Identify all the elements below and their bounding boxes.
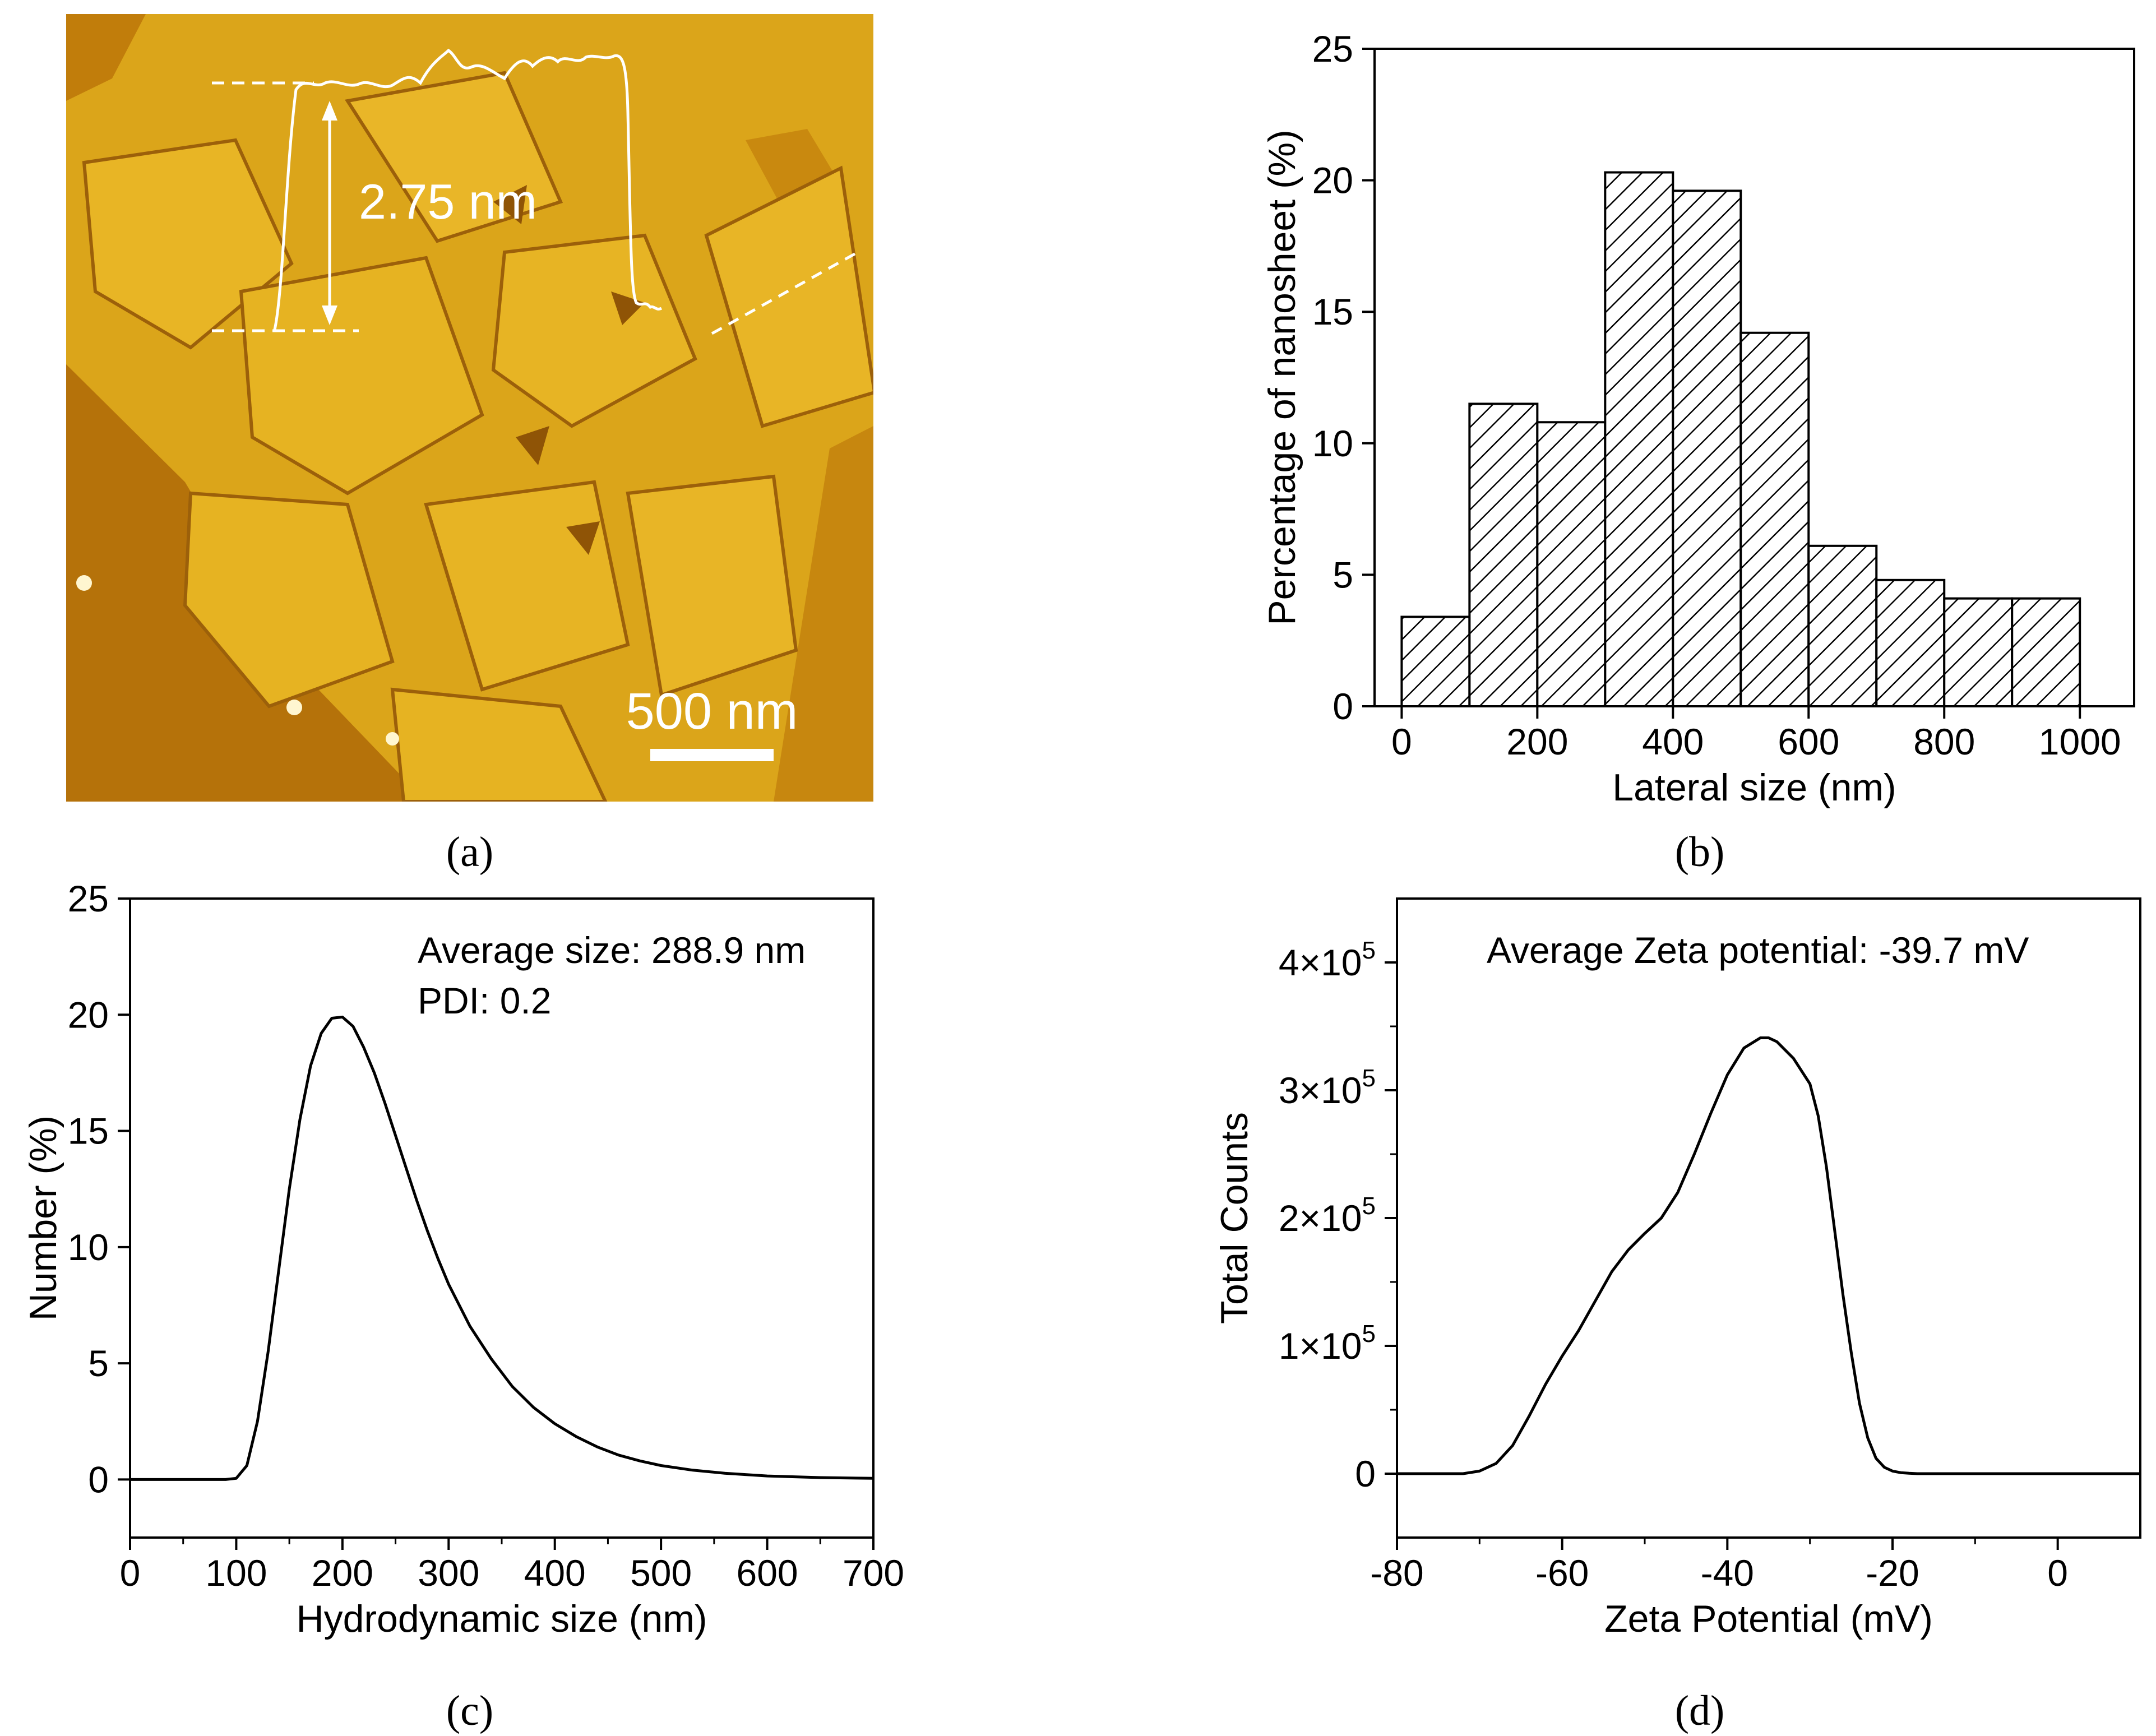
plot-frame [1396,897,2141,1539]
y-tick-label: 5 [88,1342,109,1384]
panel-label-a: (a) [446,828,493,876]
scale-bar-label: 500 nm [626,683,798,740]
flake-gap [493,185,527,224]
y-tick-label: 10 [1312,423,1353,464]
histogram-bar [1672,189,1742,708]
x-tick-label: 200 [312,1552,373,1594]
x-axis-label: Zeta Potential (mV) [1604,1598,1933,1640]
nanosheet-flake [239,256,484,496]
y-tick-label: 5 [1333,554,1353,595]
nanosheet-flake [390,687,608,802]
y-axis-label: Number (%) [22,1115,64,1321]
y-tick-label: 20 [68,994,109,1035]
y-tick-label: 0 [88,1459,109,1500]
afm-particle [286,700,302,715]
x-tick-label: 0 [1391,721,1412,762]
y-tick-label: 0 [1333,686,1353,727]
x-tick-label: 400 [524,1552,586,1594]
y-tick-label: 4×105 [1279,937,1376,983]
y-tick-exponent: 5 [1362,937,1376,964]
chart-annotation: Average Zeta potential: -39.7 mV [1487,929,2029,971]
x-tick-label: 600 [737,1552,798,1594]
y-tick-exponent: 5 [1362,1320,1376,1348]
x-tick-label: 400 [1642,721,1704,762]
x-tick-label: 1000 [2039,721,2121,762]
panel-label-d: (d) [1675,1687,1725,1734]
profile-scan-line [711,251,859,335]
x-tick-label: 200 [1506,721,1568,762]
x-tick-label: -40 [1701,1552,1754,1594]
afm-image-panel [66,14,873,802]
flake-gap [566,521,600,555]
y-tick-label: 2×105 [1279,1192,1376,1239]
x-tick-label: 100 [205,1552,267,1594]
histogram-bar [1400,615,1471,708]
afm-substrate-region [66,364,426,802]
y-tick-exponent: 5 [1362,1192,1376,1220]
x-tick-label: -60 [1535,1552,1589,1594]
x-tick-label: 300 [418,1552,479,1594]
histogram-bar [1468,402,1539,707]
height-profile-overlay: 2.75 nm 500 nm [212,48,859,761]
y-tick-label: 15 [68,1110,109,1152]
scale-bar [650,749,774,761]
y-tick-label: 20 [1312,160,1353,201]
afm-particle [386,732,399,746]
x-tick-label: 500 [630,1552,692,1594]
zeta-potential-chart: -80 -60 -40 -20 0 0 1×105 2×105 3×105 4×105 Zeta P… [1213,897,2141,1640]
flake-gap [516,426,549,465]
x-tick-label: 0 [120,1552,141,1594]
nanosheet-flake [183,491,395,709]
x-tick-label: 700 [843,1552,904,1594]
afm-particle [76,575,92,591]
y-tick-label: 15 [1312,291,1353,332]
chart-annotation: PDI: 0.2 [418,980,551,1021]
nanosheet-flake [626,474,798,697]
x-tick-label: -80 [1370,1552,1423,1594]
y-axis-label: Percentage of nanosheet (%) [1261,129,1303,626]
dls-size-chart: 0 100 200 300 400 500 600 700 0 5 10 15 20 25 Hydrodyn… [22,878,904,1640]
y-tick-exponent: 5 [1362,1064,1376,1092]
x-tick-label: 800 [1913,721,1975,762]
histogram-bar [1875,578,1946,708]
histogram-bar [1604,171,1674,707]
y-tick-label: 3×105 [1279,1064,1376,1111]
panel-label-b: (b) [1675,828,1725,876]
y-tick-label: 25 [68,878,109,919]
arrow-head-down [322,305,337,325]
histogram-bar [1807,544,1878,708]
x-tick-label: 0 [2047,1552,2068,1594]
arrow-head-up [322,101,337,121]
x-axis-label: Lateral size (nm) [1612,766,1896,809]
series-line [1397,1036,2140,1475]
histogram-bar [1943,597,2014,708]
x-axis-label: Hydrodynamic size (nm) [296,1598,707,1640]
y-tick-label: 0 [1355,1453,1376,1494]
y-tick-label: 25 [1312,28,1353,70]
y-axis-label: Total Counts [1213,1112,1256,1324]
x-tick-label: -20 [1866,1552,1919,1594]
nanosheet-flake [704,165,873,428]
histogram-bar [1739,331,1810,707]
series-line [130,1015,874,1481]
height-profile-curve [273,48,663,330]
y-tick-label: 1×105 [1279,1320,1376,1367]
panel-label-c: (c) [446,1687,493,1734]
histogram-bar [1536,421,1607,707]
afm-substrate-region [774,426,873,802]
histogram-bar [2011,597,2081,708]
y-tick-label: 10 [68,1226,109,1268]
step-height-label: 2.75 nm [359,174,537,229]
afm-substrate-region [66,14,146,101]
histogram-chart: 0 200 400 600 800 1000 0 5 10 15 20 25 Lateral size … [1261,28,2135,809]
chart-annotation: Average size: 288.9 nm [418,929,806,971]
x-tick-label: 600 [1778,721,1839,762]
nanosheet-flake [491,233,697,428]
